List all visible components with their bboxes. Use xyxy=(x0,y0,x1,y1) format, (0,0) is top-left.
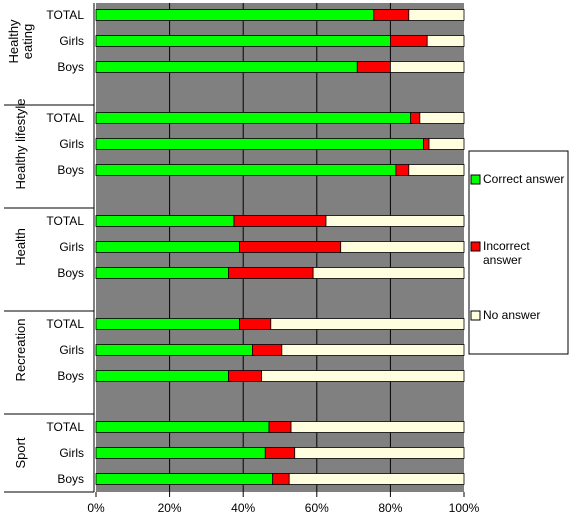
x-tick-label: 100% xyxy=(449,501,480,515)
row-label: Girls xyxy=(59,240,84,254)
bar-segment xyxy=(272,473,290,485)
row-label: Boys xyxy=(57,60,84,74)
row-label: Boys xyxy=(57,369,84,383)
bar-segment xyxy=(268,421,292,433)
x-axis: 0% 20% 40% 60% 80% 100% xyxy=(87,3,480,515)
row-label: Girls xyxy=(59,137,84,151)
x-tick-label: 20% xyxy=(158,501,182,515)
bar-segment xyxy=(95,35,391,47)
legend-swatch xyxy=(470,310,481,321)
bar-segment xyxy=(294,447,465,459)
legend-label-line: No answer xyxy=(483,308,540,322)
bar-segment xyxy=(408,164,465,176)
row-label: TOTAL xyxy=(46,8,84,22)
group-label: Health xyxy=(13,228,28,266)
bar-segment xyxy=(233,215,327,227)
bar-segment xyxy=(423,138,430,150)
row-label: Boys xyxy=(57,163,84,177)
group-label: Recreation xyxy=(13,319,28,382)
bar-segment xyxy=(389,61,465,73)
legend-label-line: Correct answer xyxy=(483,172,564,186)
bar-segment xyxy=(389,35,428,47)
bar-segment xyxy=(95,318,240,330)
row-label: Boys xyxy=(57,266,84,280)
bar-segment xyxy=(95,138,424,150)
bar-segment xyxy=(228,370,262,382)
bar-segment xyxy=(428,138,465,150)
group-label-line: Healthy xyxy=(6,19,21,64)
bar-segment xyxy=(95,267,229,279)
bar-segment xyxy=(95,112,412,124)
legend-label: No answer xyxy=(483,308,540,322)
bar-segment xyxy=(395,164,410,176)
bar-segment xyxy=(356,61,391,73)
group-label: Sport xyxy=(13,437,28,468)
x-tick-label: 40% xyxy=(231,501,255,515)
group-label-line: Recreation xyxy=(13,319,28,382)
bar-segment xyxy=(312,267,465,279)
bar-segment xyxy=(95,447,266,459)
group-label-line: eating xyxy=(20,24,35,59)
bar-segment xyxy=(95,370,229,382)
row-label: TOTAL xyxy=(46,420,84,434)
bar-segment xyxy=(325,215,465,227)
bar-segment xyxy=(228,267,314,279)
row-labels: TOTAL Girls Boys TOTAL Girls Boys TOTAL Girls Bo… xyxy=(46,8,84,486)
bar-segment xyxy=(95,61,358,73)
bar-segment xyxy=(95,421,270,433)
x-tick-label: 80% xyxy=(378,501,402,515)
group-label: Healthyeating xyxy=(6,19,35,64)
bar-segment xyxy=(239,318,272,330)
bar-segment xyxy=(95,164,397,176)
bar-segment xyxy=(426,35,465,47)
legend: Correct answer Incorrect answer No answer xyxy=(468,150,569,355)
legend-label: Correct answer xyxy=(483,172,564,186)
bar-segment xyxy=(95,473,274,485)
group-label: Healthy lifestyle xyxy=(13,98,28,189)
bar-segment xyxy=(288,473,465,485)
legend-swatch xyxy=(470,241,481,252)
group-label-line: Healthy lifestyle xyxy=(13,98,28,189)
bar-segment xyxy=(410,112,421,124)
bars xyxy=(95,9,465,485)
row-label: TOTAL xyxy=(46,214,84,228)
row-label: TOTAL xyxy=(46,317,84,331)
legend-label: Incorrect answer xyxy=(483,239,530,267)
bar-segment xyxy=(95,344,253,356)
row-label: Girls xyxy=(59,34,84,48)
x-tick-label: 60% xyxy=(305,501,329,515)
x-tick-label: 0% xyxy=(87,501,105,515)
row-label: TOTAL xyxy=(46,111,84,125)
bar-segment xyxy=(239,241,342,253)
row-label: Boys xyxy=(57,472,84,486)
bar-segment xyxy=(290,421,465,433)
group-labels: Healthyeating Healthy lifestyle Health Recr… xyxy=(4,19,94,493)
group-label-line: Sport xyxy=(13,437,28,468)
bar-segment xyxy=(281,344,465,356)
legend-label-line: answer xyxy=(483,253,522,267)
bar-segment xyxy=(264,447,296,459)
bar-segment xyxy=(95,215,235,227)
bar-segment xyxy=(340,241,465,253)
bar-segment xyxy=(261,370,465,382)
row-label: Girls xyxy=(59,446,84,460)
bar-segment xyxy=(373,9,410,21)
row-label: Girls xyxy=(59,343,84,357)
legend-label-line: Incorrect xyxy=(483,239,530,253)
bar-segment xyxy=(408,9,465,21)
bar-segment xyxy=(419,112,465,124)
group-label-line: Health xyxy=(13,228,28,266)
legend-swatch xyxy=(470,174,481,185)
bar-segment xyxy=(95,9,375,21)
bar-segment xyxy=(270,318,465,330)
legend-box xyxy=(468,150,569,355)
bar-segment xyxy=(95,241,240,253)
bar-segment xyxy=(251,344,283,356)
